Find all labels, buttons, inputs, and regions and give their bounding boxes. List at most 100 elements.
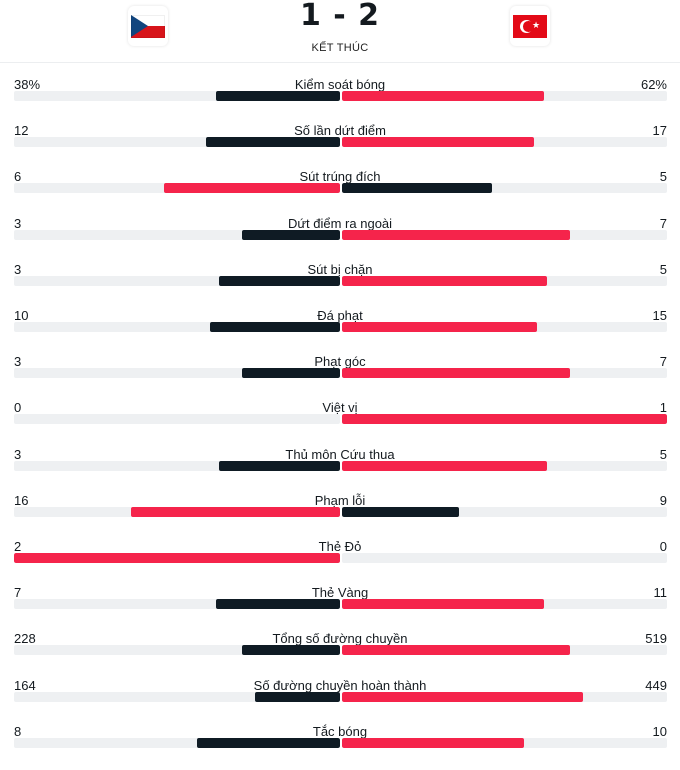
away-stat-bar: [342, 322, 537, 332]
home-stat-value: 2: [14, 539, 22, 554]
stat-label: Phạm lỗi: [314, 492, 366, 508]
stat-label: Phạt góc: [314, 354, 366, 370]
home-stat-value: 3: [14, 446, 22, 462]
away-stat-value: 1: [659, 400, 667, 416]
home-stat-bar: [216, 599, 340, 610]
home-stat-bar: [131, 506, 340, 517]
home-team-flag[interactable]: [128, 6, 168, 46]
stat-row: 2 Thẻ Đỏ 0: [0, 539, 680, 585]
home-bar-track: [14, 460, 340, 471]
away-bar-track: [342, 368, 667, 379]
home-stat-bar: [163, 183, 340, 194]
stat-label: Tổng số đường chuyền: [272, 631, 408, 647]
home-stat-bar: [242, 645, 340, 656]
away-stat-value: 5: [659, 261, 667, 277]
czech-flag-icon: [131, 14, 165, 38]
away-stat-value: 62%: [640, 77, 667, 92]
away-stat-bar: [342, 599, 544, 610]
home-bar-track: [14, 599, 340, 610]
stat-row: 6 Sút trúng đích 5: [0, 169, 680, 215]
stat-label: Dứt điểm ra ngoài: [287, 215, 393, 231]
stat-row: 3 Thủ môn Cứu thua 5: [0, 447, 680, 493]
match-header: 1 - 2 KẾT THÚC ★: [0, 0, 680, 63]
home-bar-track: [14, 368, 340, 379]
stat-label: Thẻ Vàng: [311, 585, 369, 601]
away-stat-value: 10: [652, 723, 667, 739]
home-stat-value: 8: [14, 723, 22, 739]
away-bar-track: [342, 137, 667, 148]
home-bar-track: [14, 137, 340, 148]
home-stat-value: 7: [14, 585, 22, 601]
stat-row: 3 Sút bị chặn 5: [0, 262, 680, 308]
turkey-flag-icon: ★: [513, 14, 547, 38]
stat-row: 3 Phạt góc 7: [0, 354, 680, 400]
stat-label: Số đường chuyền hoàn thành: [253, 677, 427, 693]
away-stat-value: 11: [653, 585, 668, 601]
away-bar-track: [342, 737, 667, 748]
away-stat-value: 7: [659, 354, 667, 370]
stat-label: Số lần dứt điểm: [294, 123, 386, 139]
away-bar-track: [342, 599, 667, 610]
home-stat-bar: [14, 553, 340, 563]
away-stat-bar: [342, 229, 570, 240]
stat-label: Đá phạt: [317, 308, 363, 323]
home-bar-track: [14, 229, 340, 240]
home-stat-value: 3: [14, 261, 22, 277]
stat-label: Thủ môn Cứu thua: [285, 446, 395, 462]
home-stat-bar: [219, 275, 340, 286]
stat-row: 38% Kiểm soát bóng 62%: [0, 77, 680, 123]
home-stat-value: 38%: [14, 77, 41, 92]
home-bar-track: [14, 91, 340, 101]
away-stat-value: 7: [659, 215, 667, 231]
stat-label: Sút trúng đích: [299, 169, 381, 185]
home-stat-value: 12: [14, 123, 29, 139]
home-stat-bar: [196, 737, 340, 748]
away-stat-bar: [342, 183, 492, 194]
match-score: 1 - 2: [299, 0, 381, 33]
home-bar-track: [14, 553, 340, 563]
home-stat-bar: [206, 137, 340, 148]
home-stat-value: 0: [14, 400, 22, 416]
home-stat-bar: [216, 91, 340, 101]
stat-label: Tắc bóng: [312, 723, 368, 739]
stat-row: 10 Đá phạt 15: [0, 308, 680, 354]
away-bar-track: [342, 229, 667, 240]
away-stat-bar: [342, 275, 547, 286]
home-bar-track: [14, 737, 340, 748]
away-stat-value: 9: [659, 492, 667, 508]
away-bar-track: [342, 645, 667, 656]
away-bar-track: [342, 183, 667, 194]
home-stat-value: 10: [14, 308, 29, 323]
home-stat-value: 16: [14, 492, 29, 508]
match-status: KẾT THÚC: [311, 42, 369, 54]
away-stat-bar: [342, 645, 570, 656]
away-stat-bar: [342, 737, 524, 748]
stat-row: 0 Việt vị 1: [0, 400, 680, 446]
stat-row: 228 Tổng số đường chuyền 519: [0, 631, 680, 677]
away-team-flag[interactable]: ★: [510, 6, 550, 46]
home-bar-track: [14, 414, 340, 425]
stat-row: 7 Thẻ Vàng 11: [0, 585, 680, 631]
home-bar-track: [14, 645, 340, 656]
home-bar-track: [14, 275, 340, 286]
stat-row: 8 Tắc bóng 10: [0, 724, 680, 770]
away-bar-track: [342, 460, 667, 471]
home-bar-track: [14, 322, 340, 332]
away-stat-bar: [342, 137, 534, 148]
home-stat-bar: [242, 368, 340, 379]
away-stat-value: 449: [645, 677, 667, 693]
away-stat-bar: [342, 368, 570, 379]
stat-label: Kiểm soát bóng: [294, 77, 386, 92]
home-bar-track: [14, 183, 340, 194]
home-stat-value: 164: [14, 677, 36, 693]
away-bar-track: [342, 91, 667, 101]
home-bar-track: [14, 691, 340, 702]
stat-row: 16 Phạm lỗi 9: [0, 493, 680, 539]
home-stat-value: 6: [14, 169, 22, 185]
home-stat-value: 3: [14, 354, 22, 370]
stat-label: Sút bị chặn: [307, 261, 373, 277]
away-stat-value: 5: [659, 446, 667, 462]
away-stat-value: 15: [652, 308, 667, 323]
away-bar-track: [342, 691, 667, 702]
away-stat-value: 5: [659, 169, 667, 185]
